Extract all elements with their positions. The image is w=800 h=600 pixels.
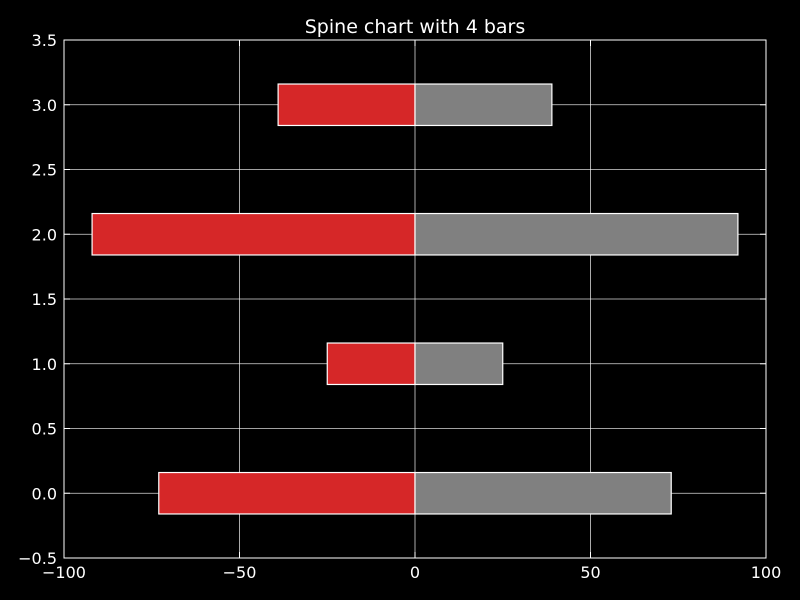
y-tick-label: 3.0 (32, 96, 57, 115)
x-tick-label: −100 (42, 563, 86, 582)
bar-left-1 (326, 342, 416, 386)
bar-left-0 (158, 471, 416, 515)
bar-right-1 (414, 342, 504, 386)
x-tick-label: 0 (410, 563, 420, 582)
bars-layer (91, 83, 739, 515)
bar-left-3 (277, 83, 416, 127)
x-tick-label: 100 (751, 563, 782, 582)
y-tick-label: 0.5 (32, 420, 57, 439)
x-tick-label: 50 (580, 563, 600, 582)
chart-title: Spine chart with 4 bars (305, 16, 526, 38)
y-tick-label: 0.0 (32, 484, 57, 503)
bar-right-0 (414, 471, 672, 515)
bar-right-3 (414, 83, 553, 127)
y-tick-label: 1.5 (32, 290, 57, 309)
y-tick-label: −0.5 (18, 549, 57, 568)
bar-left-2 (91, 212, 416, 256)
y-tick-label: 2.0 (32, 225, 57, 244)
ticks-layer: −100 −50 0 50 100 −0.5 0.0 0.5 1.0 1.5 2.0 2.5 3.0 3.… (18, 31, 781, 582)
y-tick-label: 2.5 (32, 161, 57, 180)
x-tick-label: −50 (223, 563, 257, 582)
y-tick-label: 3.5 (32, 31, 57, 50)
bar-right-2 (414, 212, 739, 256)
y-tick-label: 1.0 (32, 355, 57, 374)
